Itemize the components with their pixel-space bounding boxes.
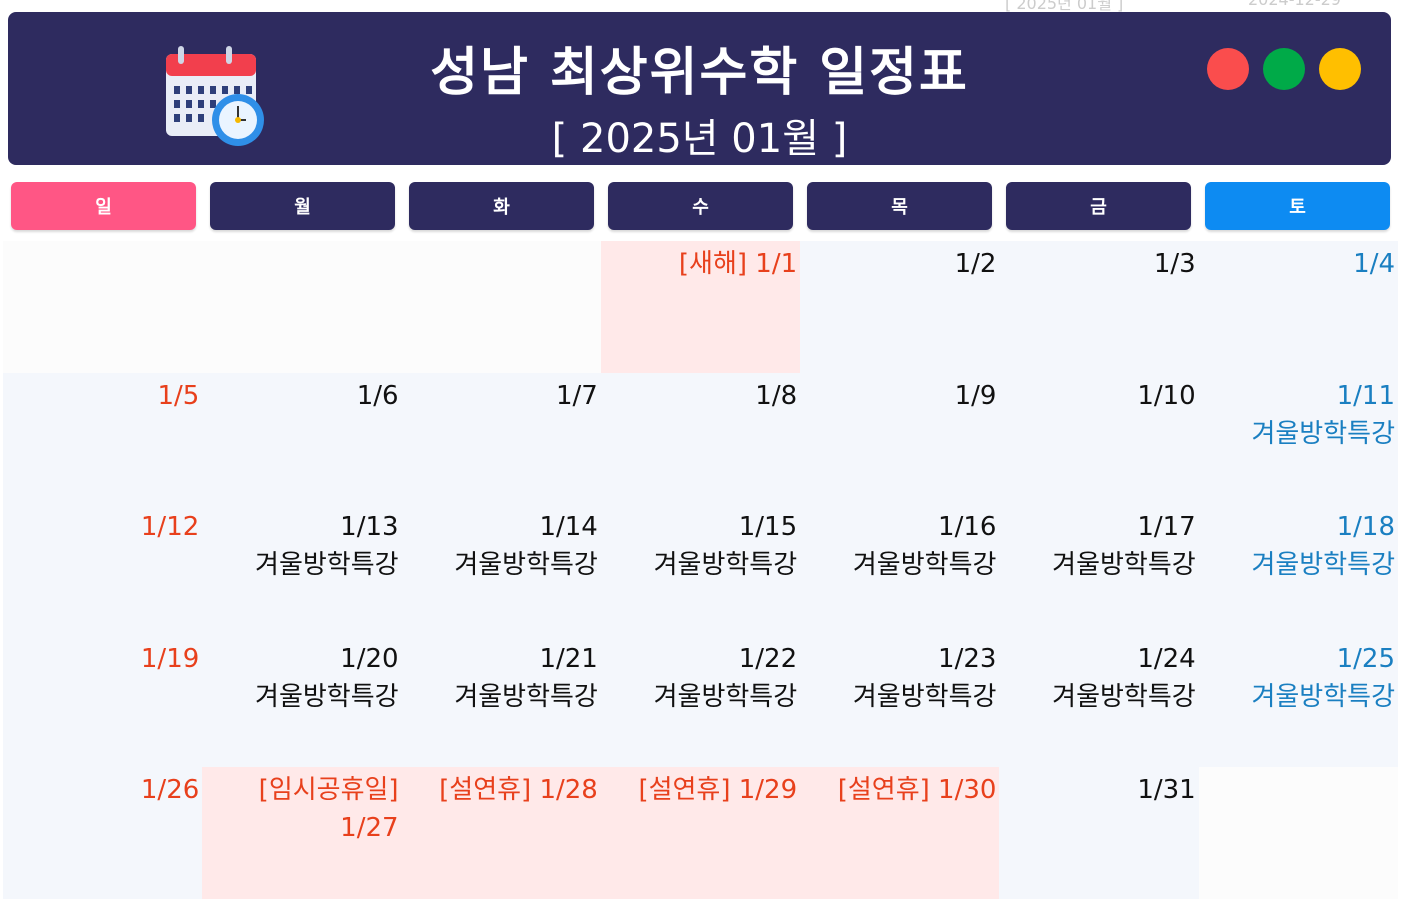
calendar-day-cell[interactable]: 1/14 겨울방학특강 — [401, 504, 601, 636]
calendar-day-cell[interactable]: [설연휴] 1/28 — [401, 767, 601, 899]
day-event: 겨울방학특강 — [1251, 681, 1395, 712]
day-event: 겨울방학특강 — [852, 681, 997, 712]
calendar-day-cell[interactable]: 1/3 — [999, 241, 1199, 373]
calendar-day-cell[interactable] — [1198, 767, 1398, 899]
day-date: 1/22 — [738, 643, 798, 674]
day-event: 겨울방학특강 — [1052, 681, 1196, 712]
calendar-day-cell[interactable]: 1/20 겨울방학특강 — [202, 635, 402, 768]
calendar-day-cell[interactable]: 1/19 — [3, 635, 203, 768]
day-date: [새해] 1/1 — [678, 249, 798, 279]
calendar-day-cell[interactable]: 1/17 겨울방학특강 — [999, 504, 1199, 636]
day-date: 1/20 — [340, 643, 399, 674]
calendar-day-cell[interactable]: 1/13 겨울방학특강 — [202, 504, 402, 636]
weekday-header: 목 — [807, 182, 992, 230]
calendar-day-cell[interactable]: 1/8 — [600, 372, 801, 505]
window-dots — [1207, 48, 1361, 90]
day-date: [임시공휴일] 1/27 — [258, 775, 399, 844]
day-event: 겨울방학특강 — [454, 550, 598, 581]
calendar-day-cell[interactable]: 1/10 — [999, 372, 1199, 505]
day-date: 1/8 — [755, 380, 798, 411]
day-date: 1/18 — [1336, 512, 1395, 543]
calendar-day-cell[interactable] — [3, 241, 203, 373]
yellow-dot-icon[interactable] — [1319, 48, 1361, 90]
calendar-day-cell[interactable] — [401, 241, 601, 373]
red-dot-icon[interactable] — [1207, 48, 1249, 90]
day-date: 1/5 — [157, 380, 200, 411]
calendar-day-cell[interactable]: 1/26 — [3, 767, 203, 899]
weekday-header: 화 — [409, 182, 594, 230]
day-date: 1/11 — [1336, 380, 1395, 411]
day-date: 1/6 — [356, 380, 399, 411]
calendar-day-cell[interactable]: [설연휴] 1/29 — [600, 767, 801, 899]
day-date: 1/9 — [954, 380, 997, 411]
calendar-day-cell[interactable]: 1/18 겨울방학특강 — [1198, 504, 1398, 636]
day-date: 1/13 — [340, 512, 399, 543]
day-date: 1/15 — [738, 512, 798, 543]
calendar-day-cell[interactable]: 1/4 — [1198, 241, 1398, 373]
day-event: 겨울방학특강 — [653, 550, 798, 581]
calendar-day-cell[interactable]: 1/6 — [202, 372, 402, 505]
day-date: [설연휴] 1/29 — [638, 775, 798, 806]
day-date: 1/7 — [556, 380, 598, 411]
ghost-date-label: 2024-12-29 — [1248, 0, 1341, 9]
weekday-header: 토 — [1205, 182, 1390, 230]
day-date: 1/2 — [954, 249, 997, 279]
calendar-day-cell[interactable]: 1/25 겨울방학특강 — [1198, 635, 1398, 768]
calendar-day-cell[interactable]: [설연휴] 1/30 — [800, 767, 1000, 899]
calendar-day-cell[interactable]: 1/22 겨울방학특강 — [600, 635, 801, 768]
day-date: 1/23 — [938, 643, 997, 674]
day-event: 겨울방학특강 — [255, 550, 399, 581]
day-date: 1/24 — [1137, 643, 1196, 674]
calendar-day-cell[interactable]: 1/12 — [3, 504, 203, 636]
ghost-month-label: [ 2025년 01월 ] — [1005, 0, 1124, 13]
day-event: 겨울방학특강 — [1251, 418, 1395, 449]
weekday-header: 수 — [608, 182, 793, 230]
day-event: 겨울방학특강 — [653, 681, 798, 712]
calendar-day-cell[interactable]: 1/24 겨울방학특강 — [999, 635, 1199, 768]
day-event: 겨울방학특강 — [454, 681, 598, 712]
day-event: 겨울방학특강 — [1052, 550, 1196, 581]
calendar-day-cell[interactable]: [임시공휴일] 1/27 — [202, 767, 402, 899]
calendar-header: 성남 최상위수학 일정표 [ 2025년 01월 ] — [8, 12, 1391, 165]
day-date: 1/3 — [1153, 249, 1196, 279]
weekday-header: 월 — [210, 182, 395, 230]
calendar-day-cell[interactable]: 1/15 겨울방학특강 — [600, 504, 801, 636]
calendar-day-cell[interactable]: 1/23 겨울방학특강 — [800, 635, 1000, 768]
day-date: 1/16 — [938, 512, 997, 543]
day-date: 1/19 — [140, 643, 200, 674]
month-label: [ 2025년 01월 ] — [551, 116, 848, 162]
weekday-header: 금 — [1006, 182, 1191, 230]
day-date: [설연휴] 1/30 — [837, 775, 997, 806]
day-date: 1/10 — [1137, 380, 1196, 411]
calendar-clock-icon — [166, 46, 264, 146]
page-title: 성남 최상위수학 일정표 — [430, 43, 969, 103]
calendar-day-cell[interactable]: 1/21 겨울방학특강 — [401, 635, 601, 768]
day-date: 1/26 — [140, 775, 200, 806]
day-event: 겨울방학특강 — [255, 681, 399, 712]
day-date: 1/21 — [539, 643, 598, 674]
green-dot-icon[interactable] — [1263, 48, 1305, 90]
day-event: 겨울방학특강 — [852, 550, 997, 581]
day-date: 1/12 — [140, 512, 200, 543]
calendar-day-cell[interactable]: 1/2 — [800, 241, 1000, 373]
day-date: 1/14 — [539, 512, 598, 543]
calendar-day-cell[interactable]: 1/16 겨울방학특강 — [800, 504, 1000, 636]
calendar-grid: [새해] 1/1 1/2 1/3 1/4 1/5 1/6 1/7 1/8 1/9 1/10 1/11… — [3, 241, 1398, 899]
calendar-day-cell[interactable]: 1/11 겨울방학특강 — [1198, 372, 1398, 505]
calendar-day-cell[interactable] — [202, 241, 402, 373]
calendar-day-cell[interactable]: 1/31 — [999, 767, 1199, 899]
calendar-day-cell[interactable]: 1/5 — [3, 372, 203, 505]
day-date: 1/31 — [1137, 775, 1196, 806]
calendar-day-cell[interactable]: 1/7 — [401, 372, 601, 505]
weekday-header: 일 — [11, 182, 196, 230]
day-date: [설연휴] 1/28 — [439, 775, 598, 806]
day-date: 1/25 — [1336, 643, 1395, 674]
day-date: 1/17 — [1137, 512, 1196, 543]
day-date: 1/4 — [1353, 249, 1395, 279]
day-event: 겨울방학특강 — [1251, 550, 1395, 581]
calendar-day-cell[interactable]: [새해] 1/1 — [600, 241, 801, 373]
calendar-day-cell[interactable]: 1/9 — [800, 372, 1000, 505]
